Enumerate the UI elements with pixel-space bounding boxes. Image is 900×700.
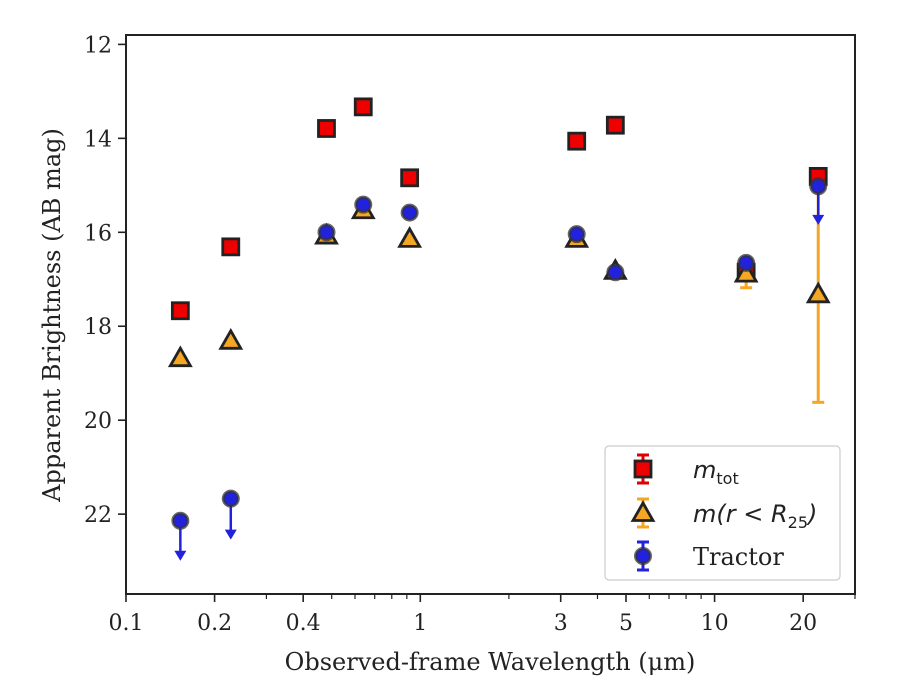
- legend-entry-tractor: Tractor: [634, 540, 784, 572]
- y-tick-label: 14: [84, 127, 112, 152]
- y-tick-label: 22: [84, 503, 112, 528]
- data-point-mr25: [218, 327, 244, 350]
- data-point-tractor: [809, 177, 828, 196]
- data-point-mtot: [221, 237, 241, 257]
- data-point-mr25: [167, 345, 193, 368]
- data-point-tractor: [317, 223, 336, 242]
- data-point-mtot: [400, 168, 420, 188]
- upper-limit-arrowhead: [812, 214, 825, 225]
- y-tick-label: 20: [84, 409, 112, 434]
- legend-entry-mtot: mtot: [633, 453, 739, 488]
- legend-marker-mtot: [633, 459, 653, 479]
- x-tick-label: 5: [619, 611, 633, 636]
- series-mr25: [167, 184, 831, 404]
- y-tick-label: 18: [84, 315, 112, 340]
- x-tick-label: 1: [413, 611, 427, 636]
- series-tractor: [171, 177, 828, 561]
- x-tick-label: 3: [554, 611, 568, 636]
- data-point-mtot: [170, 301, 190, 321]
- x-tick-label: 10: [701, 611, 729, 636]
- data-point-mtot: [567, 131, 587, 151]
- y-axis-label: Apparent Brightness (AB mag): [38, 128, 66, 503]
- x-tick-label: 0.2: [197, 611, 232, 636]
- y-tick-label: 12: [84, 33, 112, 58]
- plot-frame: [125, 34, 856, 595]
- upper-limit-arrowhead: [174, 550, 187, 561]
- data-point-tractor: [567, 225, 586, 244]
- x-tick-label: 20: [789, 611, 817, 636]
- data-point-tractor: [400, 203, 419, 222]
- y-tick-label: 16: [84, 221, 112, 246]
- upper-limit-arrowhead: [224, 529, 237, 540]
- legend-box: [604, 445, 841, 581]
- data-point-tractor: [606, 263, 625, 282]
- data-point-tractor: [171, 511, 190, 530]
- data-point-tractor: [221, 489, 240, 508]
- data-point-mr25: [397, 226, 423, 248]
- legend-label-tractor: Tractor: [693, 543, 784, 571]
- legend-marker-mr25: [630, 500, 656, 522]
- x-axis-label: Observed-frame Wavelength (μm): [285, 648, 696, 676]
- legend: mtot m(r < R25) Tractor: [604, 445, 841, 581]
- data-point-mr25: [733, 260, 759, 283]
- x-tick-label: 0.4: [286, 611, 321, 636]
- legend-entry-mr25: m(r < R25): [630, 497, 817, 532]
- data-point-mtot: [605, 115, 625, 135]
- x-tick-label: 0.1: [109, 611, 144, 636]
- legend-label-mr25: m(r < R25): [693, 500, 817, 532]
- data-point-tractor: [354, 195, 373, 214]
- data-point-mr25: [805, 281, 831, 304]
- legend-label-mtot: mtot: [693, 456, 739, 488]
- data-point-tractor: [737, 253, 756, 272]
- legend-marker-tractor: [634, 547, 652, 565]
- series-mtot: [170, 97, 828, 321]
- data-point-mtot: [353, 97, 373, 117]
- data-point-mtot: [317, 119, 336, 138]
